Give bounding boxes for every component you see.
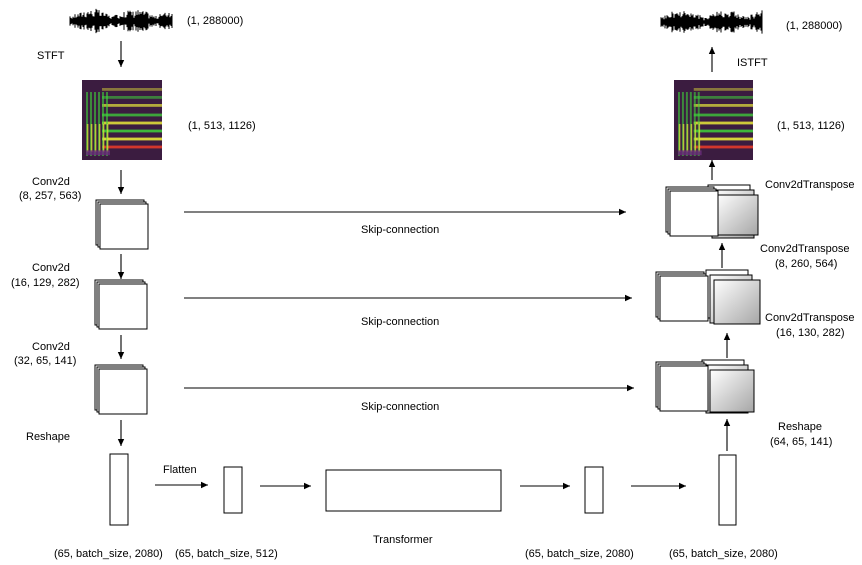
dec2-shape-label: (8, 260, 564)	[775, 258, 837, 270]
dec3-feature-stack	[655, 359, 755, 414]
enc2-op-label: Conv2d	[32, 262, 70, 274]
istft-label: ISTFT	[737, 57, 768, 69]
skip2-label: Skip-connection	[361, 316, 439, 328]
bottom-shape-2: (65, batch_size, 512)	[175, 548, 278, 560]
output-spectrogram	[674, 80, 753, 160]
reshape-out-shape-label: (64, 65, 141)	[770, 436, 832, 448]
transformer-block	[325, 469, 502, 512]
enc1-shape-label: (8, 257, 563)	[19, 190, 81, 202]
enc3-feature-stack	[94, 364, 148, 415]
dec2-op-label: Conv2dTranspose	[760, 243, 849, 255]
dec3-op-label: Conv2dTranspose	[765, 312, 854, 324]
reshape-out-label: Reshape	[778, 421, 822, 433]
bottom-shape-3: (65, batch_size, 2080)	[525, 548, 634, 560]
enc1-feature-stack	[95, 199, 149, 250]
skip1-label: Skip-connection	[361, 224, 439, 236]
output-waveform-icon	[660, 10, 763, 34]
enc2-feature-stack	[94, 279, 148, 330]
bottleneck-tensor-out	[718, 454, 737, 526]
spec-out-shape-label: (1, 513, 1126)	[777, 120, 845, 132]
reshape-in-label: Reshape	[26, 431, 70, 443]
skip3-label: Skip-connection	[361, 401, 439, 413]
dec2-feature-stack	[655, 269, 761, 325]
bottom-shape-4: (65, batch_size, 2080)	[669, 548, 778, 560]
transformer-output-tensor	[584, 466, 604, 514]
stft-label: STFT	[37, 50, 65, 62]
flattened-tensor	[223, 466, 243, 514]
flatten-label: Flatten	[163, 464, 197, 476]
transformer-label: Transformer	[373, 534, 433, 546]
input-waveform-icon	[69, 8, 173, 34]
output-shape-label: (1, 288000)	[786, 20, 842, 32]
enc1-op-label: Conv2d	[32, 176, 70, 188]
input-shape-label: (1, 288000)	[187, 15, 243, 27]
input-spectrogram	[82, 80, 162, 160]
dec1-op-label: Conv2dTranspose	[765, 179, 854, 191]
spec-in-shape-label: (1, 513, 1126)	[188, 120, 256, 132]
dec1-feature-stack	[665, 184, 759, 239]
enc3-shape-label: (32, 65, 141)	[14, 355, 76, 367]
dec3-shape-label: (16, 130, 282)	[776, 327, 845, 339]
bottleneck-tensor-in	[109, 453, 129, 526]
enc3-op-label: Conv2d	[32, 341, 70, 353]
bottom-shape-1: (65, batch_size, 2080)	[54, 548, 163, 560]
enc2-shape-label: (16, 129, 282)	[11, 277, 80, 289]
